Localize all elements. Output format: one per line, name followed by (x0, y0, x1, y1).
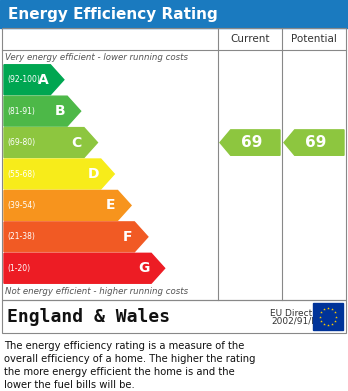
Text: Current: Current (230, 34, 270, 44)
Bar (2, 300, 346, 333)
Text: (92-100): (92-100) (7, 75, 40, 84)
Bar (2, 28, 346, 300)
Polygon shape (4, 190, 131, 221)
Text: Energy Efficiency Rating: Energy Efficiency Rating (8, 7, 218, 22)
Text: G: G (138, 261, 149, 275)
Polygon shape (4, 222, 148, 252)
Text: F: F (123, 230, 132, 244)
Text: England & Wales: England & Wales (7, 307, 170, 325)
Polygon shape (284, 130, 344, 155)
Text: C: C (72, 136, 82, 150)
Bar (313, 303, 343, 330)
Text: B: B (55, 104, 65, 118)
Text: (69-80): (69-80) (7, 138, 35, 147)
Text: EU Directive: EU Directive (270, 309, 325, 318)
Text: The energy efficiency rating is a measure of the: The energy efficiency rating is a measur… (4, 341, 244, 351)
Polygon shape (220, 130, 280, 155)
Text: Potential: Potential (291, 34, 337, 44)
Polygon shape (4, 253, 165, 283)
Text: D: D (87, 167, 99, 181)
Text: overall efficiency of a home. The higher the rating: overall efficiency of a home. The higher… (4, 354, 255, 364)
Text: Very energy efficient - lower running costs: Very energy efficient - lower running co… (5, 54, 188, 63)
Polygon shape (4, 96, 81, 126)
Polygon shape (4, 127, 97, 158)
Text: (1-20): (1-20) (7, 264, 30, 273)
Text: 69: 69 (305, 135, 326, 150)
Text: (55-68): (55-68) (7, 170, 35, 179)
Text: (21-38): (21-38) (7, 232, 35, 241)
Text: (81-91): (81-91) (7, 107, 35, 116)
Text: 2002/91/EC: 2002/91/EC (271, 317, 324, 326)
Text: lower the fuel bills will be.: lower the fuel bills will be. (4, 380, 135, 390)
Polygon shape (4, 65, 64, 95)
Text: 69: 69 (241, 135, 262, 150)
Text: E: E (106, 198, 116, 212)
Text: (39-54): (39-54) (7, 201, 35, 210)
Text: the more energy efficient the home is and the: the more energy efficient the home is an… (4, 367, 235, 377)
Bar (0, 0, 348, 28)
Polygon shape (4, 159, 114, 189)
Text: Not energy efficient - higher running costs: Not energy efficient - higher running co… (5, 287, 188, 296)
Text: A: A (38, 73, 48, 87)
